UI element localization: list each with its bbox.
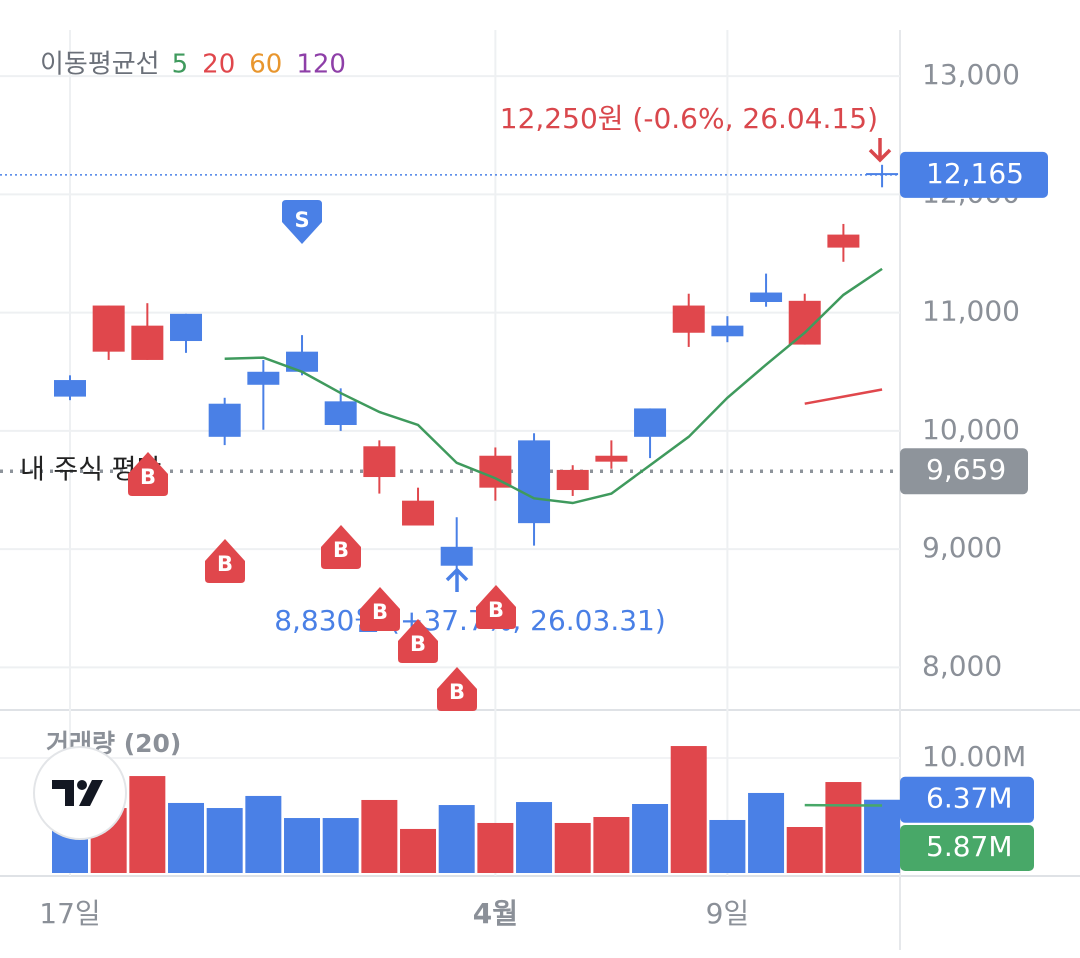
- y-tick-label: 10,000: [922, 413, 1020, 446]
- y-tick-label: 13,000: [922, 58, 1020, 91]
- current-price-badge-label: 12,165: [926, 157, 1024, 190]
- moving-average-line: [224, 267, 883, 505]
- marker-shape: [205, 539, 245, 583]
- volume-bar: [593, 816, 630, 873]
- buy-marker: B: [476, 585, 516, 629]
- volume-badge-label: 6.37M: [926, 782, 1013, 815]
- moving-average-line: [804, 388, 883, 405]
- marker-label: B: [217, 552, 233, 576]
- current-price-badge: [900, 151, 1048, 198]
- volume-bar: [670, 746, 707, 873]
- candle-body: [286, 351, 319, 372]
- marker-shape: [476, 585, 516, 629]
- volume-tick-label: 10.00M: [922, 740, 1026, 773]
- volume-bar: [322, 818, 359, 873]
- x-tick-label: 17일: [39, 897, 100, 930]
- marker-shape: [282, 200, 322, 244]
- volume-bar: [168, 802, 205, 873]
- volume-bar: [632, 804, 669, 873]
- candle-body: [827, 234, 860, 248]
- volume-bar: [516, 802, 553, 873]
- legend-entry: 5: [172, 50, 189, 80]
- candle-body: [324, 401, 357, 425]
- volume-bar: [477, 822, 514, 873]
- marker-label: S: [294, 208, 309, 232]
- plot: [52, 164, 901, 873]
- tradingview-logo: [33, 746, 127, 840]
- candle-body: [92, 305, 125, 352]
- candle-body: [634, 408, 667, 437]
- volume-bar: [206, 808, 243, 873]
- low-arrow: [445, 567, 469, 592]
- candle-body: [54, 380, 86, 397]
- volume-bar: [825, 782, 862, 873]
- candle-body: [556, 469, 589, 491]
- candle-body: [672, 305, 705, 333]
- volume-bar: [748, 792, 785, 873]
- marker-label: B: [488, 598, 504, 622]
- candle-body: [402, 500, 435, 526]
- marker-shape: [398, 619, 438, 663]
- marker-shape: [128, 452, 168, 496]
- average-price-badge: [900, 448, 1028, 495]
- candle-body: [208, 403, 241, 437]
- candle-body: [440, 546, 473, 566]
- volume-average-badge: [900, 825, 1034, 871]
- volume-average-badge-label: 5.87M: [926, 830, 1013, 863]
- candle-body: [247, 371, 280, 385]
- y-tick-label: 9,000: [922, 531, 1002, 564]
- x-tick-label: 9일: [706, 897, 750, 930]
- marker-shape: [321, 525, 361, 569]
- legend-entry: 60: [249, 50, 282, 80]
- volume-bar: [284, 818, 321, 873]
- candle-body: [866, 173, 899, 176]
- average-price-badge-label: 9,659: [926, 453, 1006, 486]
- high-annotation: 12,250원 (-0.6%, 26.04.15): [500, 102, 878, 135]
- candle-body: [170, 313, 203, 342]
- marker-label: B: [140, 465, 156, 489]
- low-annotation: 8,830원 (+37.7%, 26.03.31): [274, 604, 666, 637]
- marker-label: B: [333, 538, 349, 562]
- buy-marker: B: [398, 619, 438, 663]
- buy-marker: B: [321, 525, 361, 569]
- buy-marker: B: [128, 452, 168, 496]
- volume-bar: [129, 776, 166, 873]
- sell-marker: S: [282, 200, 322, 244]
- marker-label: B: [449, 680, 465, 704]
- volume-bar: [245, 795, 282, 873]
- candle-body: [750, 292, 783, 302]
- buy-marker: B: [205, 539, 245, 583]
- volume-bar: [709, 819, 746, 873]
- candle-body: [131, 325, 164, 360]
- marker-shape: [360, 587, 400, 631]
- y-tick-label: 8,000: [922, 649, 1002, 682]
- legend-entry: 120: [296, 50, 346, 80]
- candle-body: [518, 440, 551, 524]
- overlay: 8,0009,00010,00011,00012,00013,00010.00M…: [39, 50, 1048, 930]
- volume-bar: [361, 799, 398, 873]
- y-tick-label: 11,000: [922, 295, 1020, 328]
- candle-body: [363, 446, 396, 478]
- marker-label: B: [372, 600, 388, 624]
- x-tick-label: 4월: [473, 897, 518, 930]
- buy-marker: B: [360, 587, 400, 631]
- legend-title: 이동평균선: [40, 50, 160, 80]
- volume-badge: [900, 776, 1034, 823]
- volume-bar: [438, 805, 475, 873]
- volume-bar: [786, 827, 823, 873]
- candle-body: [711, 325, 744, 337]
- candle-body: [595, 455, 628, 462]
- high-arrow: [868, 138, 892, 163]
- volume-bar: [864, 799, 901, 873]
- volume-bar: [400, 828, 437, 873]
- marker-shape: [437, 667, 477, 711]
- marker-label: B: [410, 632, 426, 656]
- legend-entry: 20: [202, 50, 235, 80]
- volume-bar: [554, 822, 591, 873]
- buy-marker: B: [437, 667, 477, 711]
